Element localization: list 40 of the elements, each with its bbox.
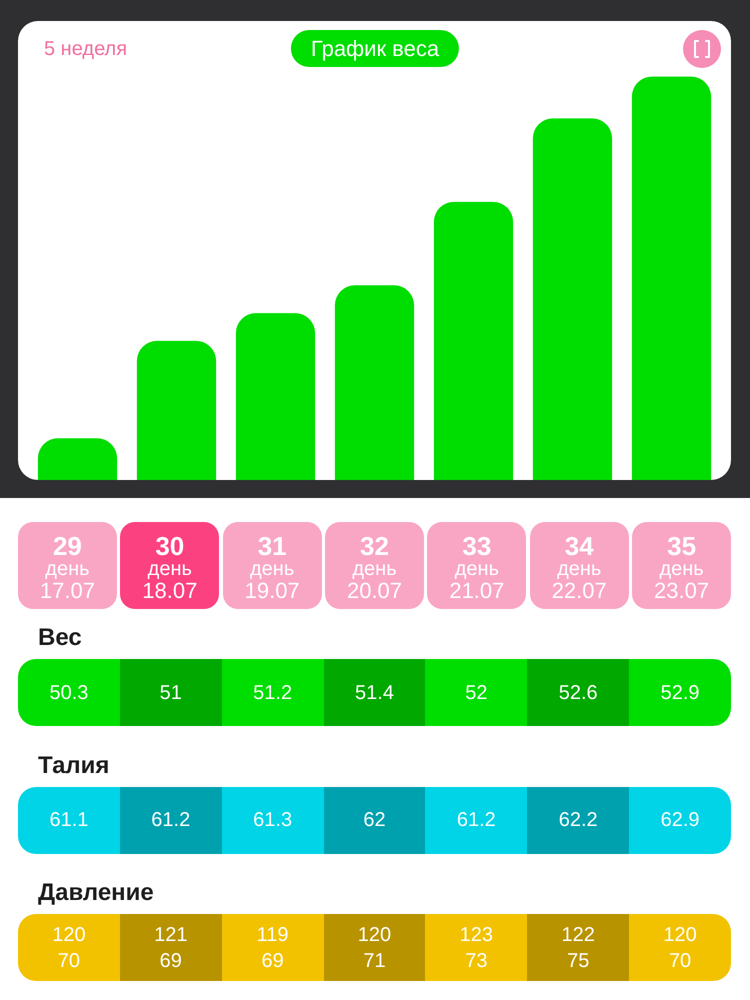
- data-label: 75: [566, 948, 590, 974]
- text: Давление: [38, 878, 154, 908]
- data-label: 71: [362, 948, 387, 974]
- series-label: Вес: [38, 623, 82, 653]
- data-label: 52: [464, 680, 488, 706]
- data-label: 52.9: [660, 680, 701, 706]
- data-label: 122: [560, 922, 596, 948]
- x-tick-label: 30 день 18.07: [141, 531, 198, 603]
- data-label: 120: [51, 922, 87, 948]
- x-tick-label: 35 день 23.07: [653, 531, 710, 603]
- data-label: 51: [158, 680, 183, 706]
- data-label: 120: [356, 922, 392, 948]
- data-label: 52.6: [558, 680, 599, 706]
- x-tick-label: 32 день 20.07: [346, 531, 404, 603]
- data-label: 120: [662, 922, 698, 948]
- data-label: 61.2: [150, 808, 192, 833]
- data-label: 69: [260, 948, 285, 974]
- x-tick-label: 29 день 17.07: [38, 531, 96, 603]
- text: Талия: [38, 750, 110, 780]
- data-label: 61.3: [252, 808, 294, 833]
- data-label: 51.2: [252, 680, 294, 706]
- x-tick-label: 33 день 21.07: [448, 531, 506, 603]
- x-tick-label: 31 день 19.07: [244, 531, 301, 603]
- text: 5 неделя: [44, 37, 128, 62]
- data-label: 62.9: [660, 808, 701, 833]
- data-label: 121: [153, 922, 188, 948]
- data-label: 61.1: [48, 808, 90, 833]
- data-label: 61.2: [456, 808, 497, 833]
- data-label: 69: [158, 948, 183, 974]
- data-label: 50.3: [48, 680, 90, 706]
- data-label: 123: [458, 922, 494, 948]
- data-label: 62: [362, 808, 387, 833]
- x-tick-label: 34 день 22.07: [550, 531, 608, 603]
- data-label: 119: [256, 922, 290, 948]
- data-label: 73: [464, 948, 488, 974]
- data-label: 70: [56, 948, 82, 974]
- text: График веса: [290, 30, 460, 67]
- data-label: 51.4: [354, 680, 395, 706]
- data-label: 62.2: [558, 808, 599, 833]
- data-label: 70: [668, 948, 692, 974]
